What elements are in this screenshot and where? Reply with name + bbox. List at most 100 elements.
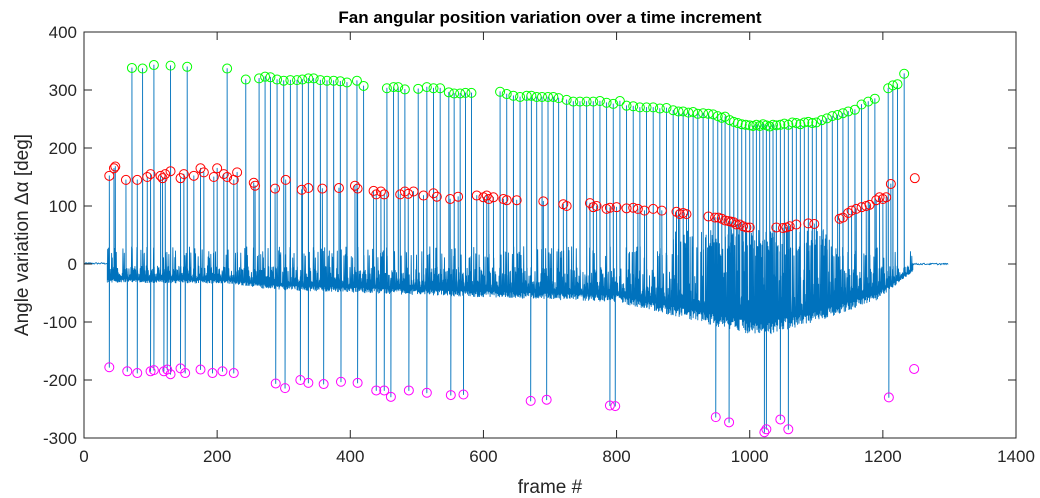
top-peak-marker [537, 91, 548, 102]
top-peak-marker [548, 91, 559, 102]
mid-peak-marker [333, 183, 344, 194]
mid-peak-marker [621, 203, 632, 214]
bottom-peak-marker [445, 390, 456, 401]
top-peak-marker [732, 118, 743, 129]
mid-peak-marker [212, 163, 223, 174]
mid-peak-marker [317, 183, 328, 194]
mid-peak-marker [120, 174, 131, 185]
top-peak-marker [254, 73, 265, 84]
mid-peak-marker [611, 202, 622, 213]
top-peak-marker [308, 73, 319, 84]
top-peak-marker [515, 91, 526, 102]
bottom-peak-marker [724, 417, 735, 428]
top-peak-marker [673, 106, 684, 117]
bottom-peak-marker [775, 414, 786, 425]
top-peak-marker [843, 106, 854, 117]
top-peak-marker [744, 120, 755, 131]
mid-peak-marker [771, 222, 782, 233]
axes-frame [83, 31, 1017, 439]
mid-peak-marker [488, 192, 499, 203]
mid-peak-marker [561, 201, 572, 211]
top-peak-marker [315, 75, 326, 86]
y-tick-label: -100 [43, 313, 77, 332]
top-peak-marker [126, 62, 137, 73]
x-tick-label: 400 [336, 447, 364, 466]
bottom-peak-marker [148, 365, 159, 376]
bottom-peak-marker [280, 383, 291, 394]
angle-signal-line [83, 64, 949, 433]
bottom-peak-marker [909, 363, 920, 374]
bottom-peak-marker [525, 395, 536, 406]
top-peak-marker [654, 103, 665, 114]
mid-peak-marker [741, 222, 752, 233]
top-peak-marker [553, 93, 564, 104]
mid-peak-marker [871, 195, 882, 206]
mid-peak-marker [403, 188, 414, 199]
top-peak-marker [641, 102, 652, 113]
x-tick-label: 1400 [997, 447, 1035, 466]
top-peak-marker [614, 96, 625, 107]
mid-peak-marker [232, 167, 243, 178]
top-peak-marker [787, 117, 798, 128]
top-peak-marker [428, 83, 439, 94]
top-peak-marker [137, 63, 148, 74]
bottom-peak-marker [610, 401, 621, 412]
top-peak-marker [455, 88, 466, 99]
top-peak-marker [601, 97, 612, 108]
x-tick-label: 600 [469, 447, 497, 466]
top-peak-marker [399, 84, 410, 95]
top-peak-marker [297, 74, 308, 85]
top-peak-marker [608, 98, 619, 109]
bottom-peak-marker [180, 368, 191, 379]
x-tick-label: 200 [203, 447, 231, 466]
y-tick-label: -200 [43, 371, 77, 390]
chart-title: Fan angular position variation over a ti… [338, 8, 762, 27]
bottom-peak-marker [104, 362, 115, 373]
top-peak-marker [165, 60, 176, 71]
y-tick-label: 300 [49, 81, 77, 100]
y-axis-label: Angle variation Δα [deg] [12, 134, 33, 336]
mid-peak-marker [453, 191, 464, 202]
top-peak-marker [388, 82, 399, 93]
top-peak-marker [568, 96, 579, 107]
top-peak-marker [449, 88, 460, 99]
top-peak-marker [278, 75, 289, 86]
bottom-peak-marker [207, 368, 218, 379]
bottom-peak-marker [165, 369, 176, 380]
mid-peak-marker [632, 203, 643, 214]
top-peak-marker [892, 79, 903, 90]
bottom-peak-marker [132, 368, 143, 379]
bottom-peak-marker [122, 366, 133, 377]
mid-peak-marker [846, 205, 857, 216]
top-peak-marker [775, 119, 786, 130]
mid-peak-marker [885, 178, 896, 189]
mid-peak-marker [483, 194, 494, 205]
top-peak-marker [899, 68, 910, 79]
top-peak-marker [779, 118, 790, 129]
mid-peak-marker [375, 186, 386, 197]
mid-peak-marker [710, 212, 721, 223]
top-peak-marker [303, 73, 314, 84]
bottom-peak-marker [379, 385, 390, 396]
mid-peak-marker [591, 201, 602, 211]
top-peak-marker [543, 91, 554, 102]
mid-peak-marker [104, 170, 115, 181]
bottom-peak-marker [403, 385, 414, 396]
x-axis-label: frame # [518, 477, 583, 498]
mid-peak-marker [909, 173, 920, 184]
top-peak-marker [495, 86, 506, 97]
bottom-peak-marker [541, 394, 552, 405]
mid-peak-marker [778, 223, 788, 234]
mid-peak-marker [188, 170, 199, 181]
mid-peak-marker [368, 185, 379, 196]
mid-peak-marker [160, 169, 171, 180]
top-peak-marker [740, 119, 751, 130]
top-peak-marker [849, 104, 860, 115]
mid-peak-marker [538, 196, 549, 207]
mid-peak-marker [270, 183, 281, 194]
mid-peak-marker [731, 219, 742, 230]
mid-peak-marker [501, 195, 512, 206]
top-peak-marker [863, 96, 874, 107]
top-peak-marker [621, 100, 632, 111]
bottom-peak-marker [458, 389, 469, 400]
